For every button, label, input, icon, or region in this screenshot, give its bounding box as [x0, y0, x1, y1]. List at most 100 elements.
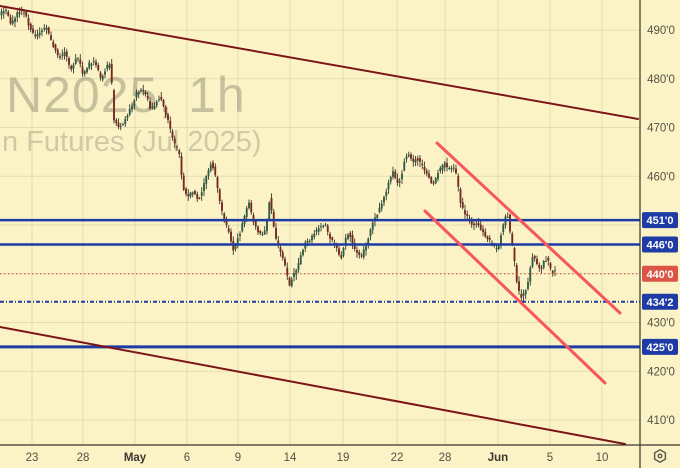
- candle-body: [461, 201, 464, 208]
- channel-bottom-dark[interactable]: [0, 326, 626, 445]
- price-level-label-bg[interactable]: [642, 338, 678, 355]
- candle-body: [450, 168, 453, 170]
- candle-body: [506, 216, 509, 218]
- candle-body: [189, 192, 192, 197]
- candle-body: [362, 249, 365, 257]
- candle-body: [378, 207, 381, 213]
- time-tick-label: 10: [596, 452, 609, 464]
- candle-body: [396, 178, 399, 183]
- price-tick-label: 480'0: [647, 74, 675, 86]
- candle-body: [293, 273, 295, 277]
- gear-center-dot: [657, 453, 663, 459]
- candle-body: [90, 64, 93, 66]
- candle-body: [113, 90, 115, 121]
- price-level-label-bg[interactable]: [642, 212, 678, 229]
- candle-body: [387, 182, 390, 190]
- candle-body: [23, 12, 25, 14]
- candle-body: [182, 175, 185, 190]
- candle-body: [194, 190, 196, 195]
- price-level-label[interactable]: 434'2: [646, 297, 673, 309]
- candle-body: [241, 223, 244, 232]
- axis-settings-gear-icon[interactable]: [653, 448, 667, 464]
- candle-body: [457, 176, 460, 187]
- candle-body: [223, 213, 226, 222]
- candle-body: [432, 182, 435, 184]
- price-level-label[interactable]: 425'0: [646, 342, 673, 354]
- candle-body: [412, 158, 415, 162]
- candle-body: [77, 58, 79, 60]
- gear-hexagon: [653, 448, 667, 464]
- candle-body: [502, 224, 505, 233]
- candle-body: [281, 252, 284, 259]
- candle-body: [198, 197, 201, 199]
- down-channel-top-red[interactable]: [435, 141, 622, 315]
- candle-body: [106, 64, 109, 69]
- price-level-label-bg[interactable]: [642, 236, 678, 253]
- candle-body: [358, 251, 361, 255]
- price-level-label[interactable]: 446'0: [646, 240, 673, 252]
- candle-body: [288, 277, 291, 286]
- candle-body: [171, 131, 174, 138]
- candle-body: [392, 171, 394, 177]
- candle-body: [302, 249, 304, 256]
- down-channel-bottom-red[interactable]: [423, 209, 607, 385]
- candle-body: [173, 138, 176, 144]
- candle-body: [110, 64, 113, 83]
- candle-body: [0, 11, 3, 16]
- candle-body: [101, 75, 104, 80]
- candle-body: [356, 250, 358, 253]
- candle-body: [14, 18, 16, 22]
- candle-body: [389, 176, 392, 182]
- current-price-label-bg[interactable]: [642, 265, 678, 282]
- candle-body: [299, 255, 302, 265]
- candle-body: [2, 11, 5, 14]
- candle-body: [509, 214, 511, 232]
- price-level-label[interactable]: 451'0: [646, 215, 673, 227]
- candle-body: [180, 156, 183, 175]
- candle-body: [394, 171, 397, 179]
- price-tick-label: 410'0: [647, 415, 675, 427]
- candle-body: [326, 225, 329, 232]
- candle-body: [70, 65, 73, 70]
- candle-body: [322, 225, 325, 227]
- candle-body: [385, 191, 388, 196]
- candle-body: [446, 163, 448, 168]
- candle-body: [239, 233, 241, 236]
- candle-body: [248, 202, 250, 209]
- candle-body: [311, 235, 313, 241]
- candle-body: [108, 64, 111, 68]
- candle-body: [63, 52, 66, 56]
- time-tick-label: 14: [284, 452, 297, 464]
- candle-body: [81, 66, 84, 74]
- candle-body: [497, 245, 500, 249]
- candle-body: [380, 203, 383, 209]
- candle-body: [313, 233, 316, 237]
- candle-body: [43, 27, 46, 29]
- candle-body: [484, 231, 487, 237]
- channel-top-dark[interactable]: [0, 5, 639, 120]
- candle-body: [529, 267, 532, 282]
- candle-body: [545, 261, 547, 263]
- time-tick-label: Jun: [488, 452, 508, 464]
- candle-body: [376, 214, 379, 219]
- candle-body: [236, 238, 239, 244]
- candle-body: [367, 238, 370, 245]
- candle-body: [36, 34, 39, 37]
- candle-body: [335, 244, 338, 249]
- candle-body: [513, 247, 516, 262]
- candle-body: [187, 194, 190, 197]
- candle-body: [74, 58, 77, 64]
- candle-body: [52, 41, 55, 47]
- candle-body: [59, 56, 61, 58]
- candle-body: [279, 247, 282, 252]
- time-tick-label: May: [124, 452, 147, 464]
- candle-body: [527, 282, 529, 289]
- candle-body: [473, 223, 475, 226]
- candle-body: [360, 255, 363, 257]
- candle-body: [542, 261, 545, 268]
- current-price-label[interactable]: 440'0: [646, 269, 673, 281]
- price-level-label-bg[interactable]: [642, 293, 678, 310]
- candle-body: [329, 233, 331, 239]
